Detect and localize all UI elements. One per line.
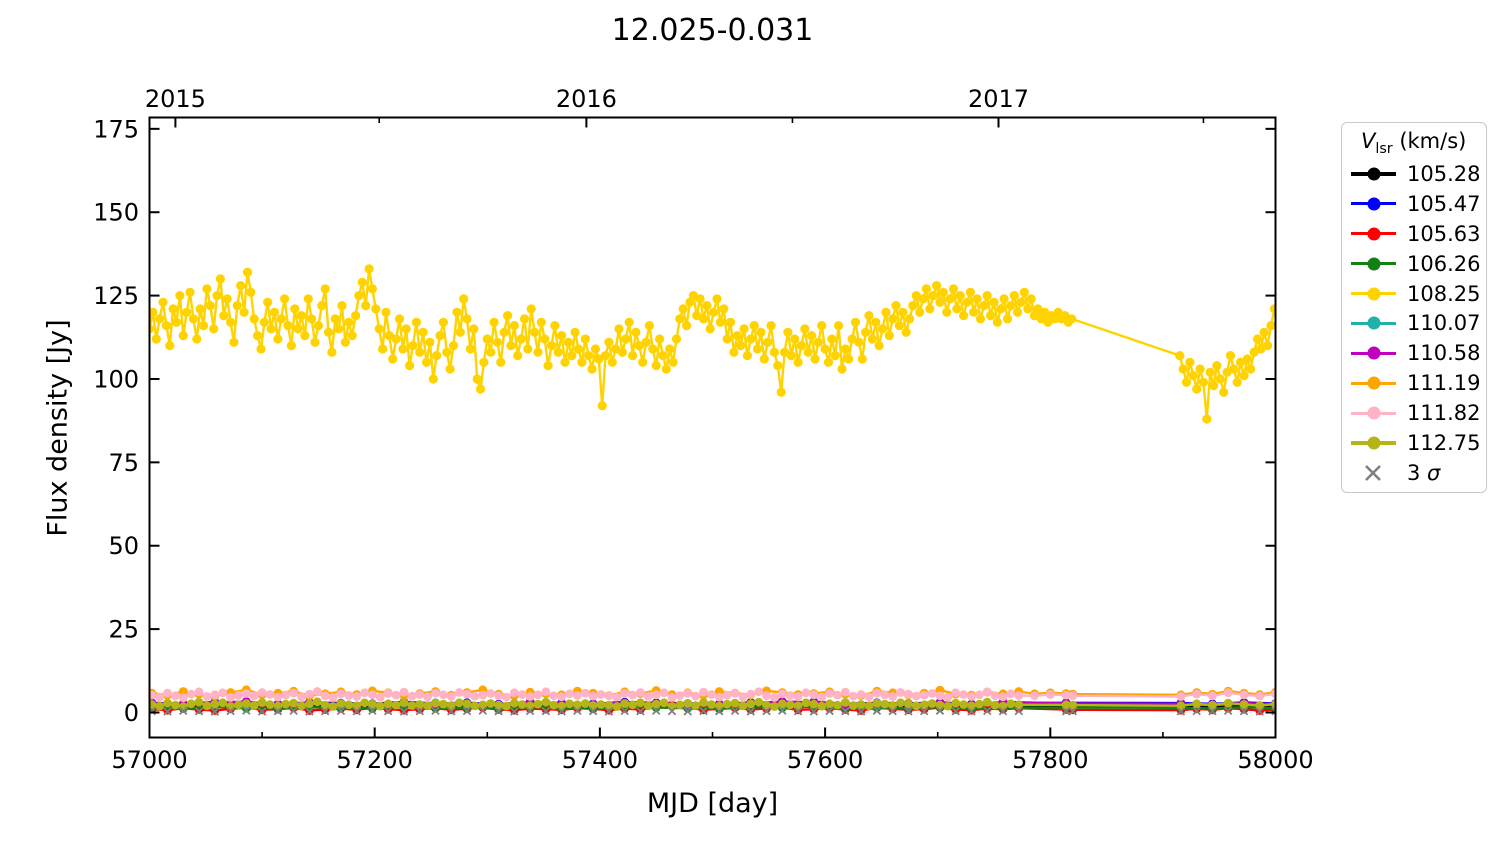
legend-marker [1351, 406, 1396, 421]
legend-entry-105.28: 105.28 [1351, 160, 1484, 188]
year-tick-label: 2015 [145, 85, 206, 113]
legend-entry-label: 111.19 [1407, 371, 1481, 396]
plot-title: 12.025-0.031 [611, 13, 814, 48]
legend-entry-105.63: 105.63 [1351, 220, 1484, 248]
legend-entry-111.19: 111.19 [1351, 369, 1484, 397]
legend-marker [1351, 346, 1396, 361]
series-111.82 [149, 687, 1276, 703]
x-tick-label: 58000 [1237, 746, 1313, 774]
legend-marker [1351, 196, 1396, 211]
legend: Vlsr (km/s) 105.28 105.47 105.63 106.26 108.2… [1341, 122, 1487, 493]
year-tick-label: 2017 [968, 85, 1029, 113]
y-tick-label: 25 [108, 616, 139, 644]
data-series-layer [149, 264, 1276, 716]
legend-marker [1351, 316, 1396, 331]
x-axis-label: MJD [day] [646, 788, 779, 819]
legend-entry-label: 111.82 [1407, 401, 1481, 426]
y-tick-label: 100 [93, 365, 139, 393]
legend-entry-108.25: 108.25 [1351, 280, 1484, 308]
legend-entry-label: 110.58 [1407, 341, 1481, 366]
legend-entry-111.82: 111.82 [1351, 399, 1484, 427]
legend-entry-label: 106.26 [1407, 251, 1481, 276]
legend-entry-106.26: 106.26 [1351, 250, 1484, 278]
legend-entry-112.75: 112.75 [1351, 429, 1484, 457]
y-axis-label: Flux density [Jy] [42, 319, 74, 537]
y-tick-label: 175 [93, 115, 139, 143]
series-108.25 [149, 264, 1276, 424]
legend-entry-105.47: 105.47 [1351, 190, 1484, 218]
legend-entry-label: 110.07 [1407, 311, 1481, 336]
legend-entry-3-sigma: 3 σ [1351, 459, 1484, 487]
legend-marker [1351, 286, 1396, 301]
legend-entry-label: 112.75 [1407, 431, 1481, 456]
plot-spines [148, 116, 1277, 739]
sigma-x-icon [1351, 464, 1396, 481]
x-tick-label: 57000 [111, 746, 187, 774]
axis-ticks: 57000 57200 57400 57600 57800 58000 0 25 50 75 100… [93, 85, 1313, 774]
series-3-sigma [149, 706, 1276, 716]
x-tick-label: 57200 [337, 746, 413, 774]
legend-entry-label: 105.47 [1407, 191, 1481, 216]
legend-entry-label: 105.63 [1407, 221, 1481, 246]
x-tick-label: 57600 [787, 746, 863, 774]
legend-entry-110.58: 110.58 [1351, 339, 1484, 367]
x-tick-label: 57400 [562, 746, 638, 774]
y-tick-label: 0 [124, 699, 139, 727]
series-112.75 [149, 697, 1276, 712]
legend-title: Vlsr (km/s) [1361, 128, 1467, 158]
legend-marker [1351, 226, 1396, 241]
legend-marker [1351, 376, 1396, 391]
y-tick-label: 50 [108, 532, 139, 560]
legend-entry-label: 105.28 [1407, 161, 1481, 186]
legend-entry-label: 108.25 [1407, 281, 1481, 306]
legend-entry-label: 3 σ [1407, 461, 1441, 486]
year-tick-label: 2016 [556, 85, 617, 113]
legend-marker [1351, 256, 1396, 271]
y-tick-label: 125 [93, 282, 139, 310]
legend-marker [1351, 436, 1396, 451]
y-tick-label: 75 [108, 449, 139, 477]
y-tick-label: 150 [93, 199, 139, 227]
x-tick-label: 57800 [1012, 746, 1088, 774]
legend-entry-110.07: 110.07 [1351, 309, 1484, 337]
legend-marker [1351, 166, 1396, 181]
